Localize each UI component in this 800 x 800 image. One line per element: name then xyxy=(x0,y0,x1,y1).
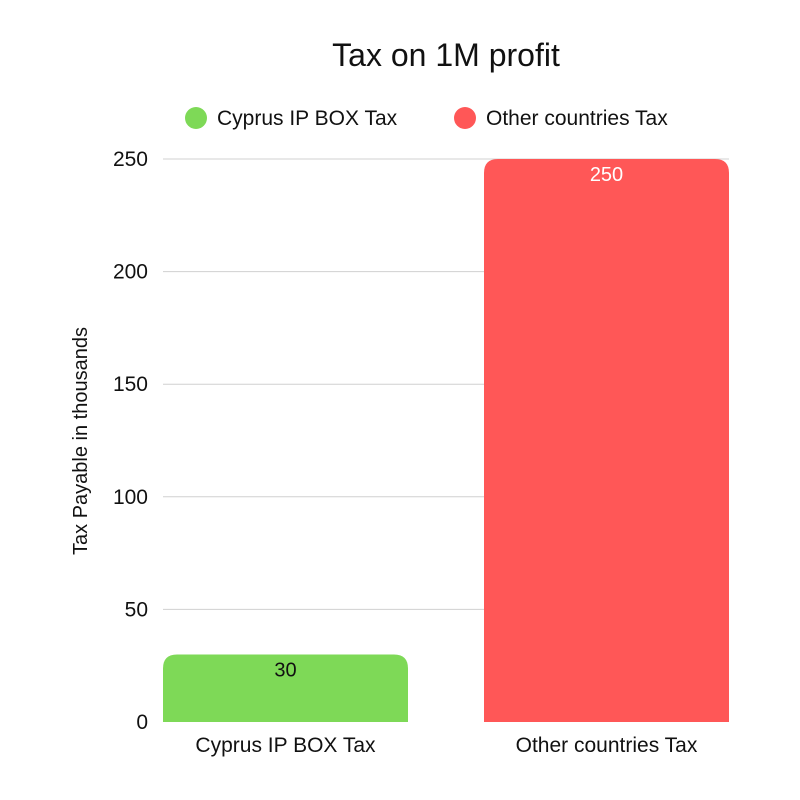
legend-label-cyprus: Cyprus IP BOX Tax xyxy=(217,107,398,130)
chart-title: Tax on 1M profit xyxy=(332,37,560,73)
x-category-label: Other countries Tax xyxy=(516,734,698,757)
x-category-label: Cyprus IP BOX Tax xyxy=(195,734,376,757)
y-tick-label: 200 xyxy=(113,261,148,284)
y-tick-label: 100 xyxy=(113,486,148,509)
y-tick-label: 50 xyxy=(125,598,148,621)
legend-marker-other xyxy=(454,107,476,129)
bar xyxy=(163,654,408,722)
y-tick-label: 150 xyxy=(113,373,148,396)
y-tick-label: 250 xyxy=(113,148,148,171)
y-axis-title: Tax Payable in thousands xyxy=(70,327,92,555)
bars xyxy=(163,159,729,722)
legend: Cyprus IP BOX Tax Other countries Tax xyxy=(185,107,668,130)
y-axis-ticks: 0 50 100 150 200 250 xyxy=(113,148,148,734)
y-tick-label: 0 xyxy=(136,711,148,734)
x-axis-categories: Cyprus IP BOX Tax Other countries Tax xyxy=(195,734,697,757)
legend-label-other: Other countries Tax xyxy=(486,107,668,130)
bar-value-label: 30 xyxy=(274,659,296,681)
bar-value-label: 250 xyxy=(590,164,623,186)
bar xyxy=(484,159,729,722)
legend-marker-cyprus xyxy=(185,107,207,129)
data-labels: 30 250 xyxy=(274,164,623,681)
